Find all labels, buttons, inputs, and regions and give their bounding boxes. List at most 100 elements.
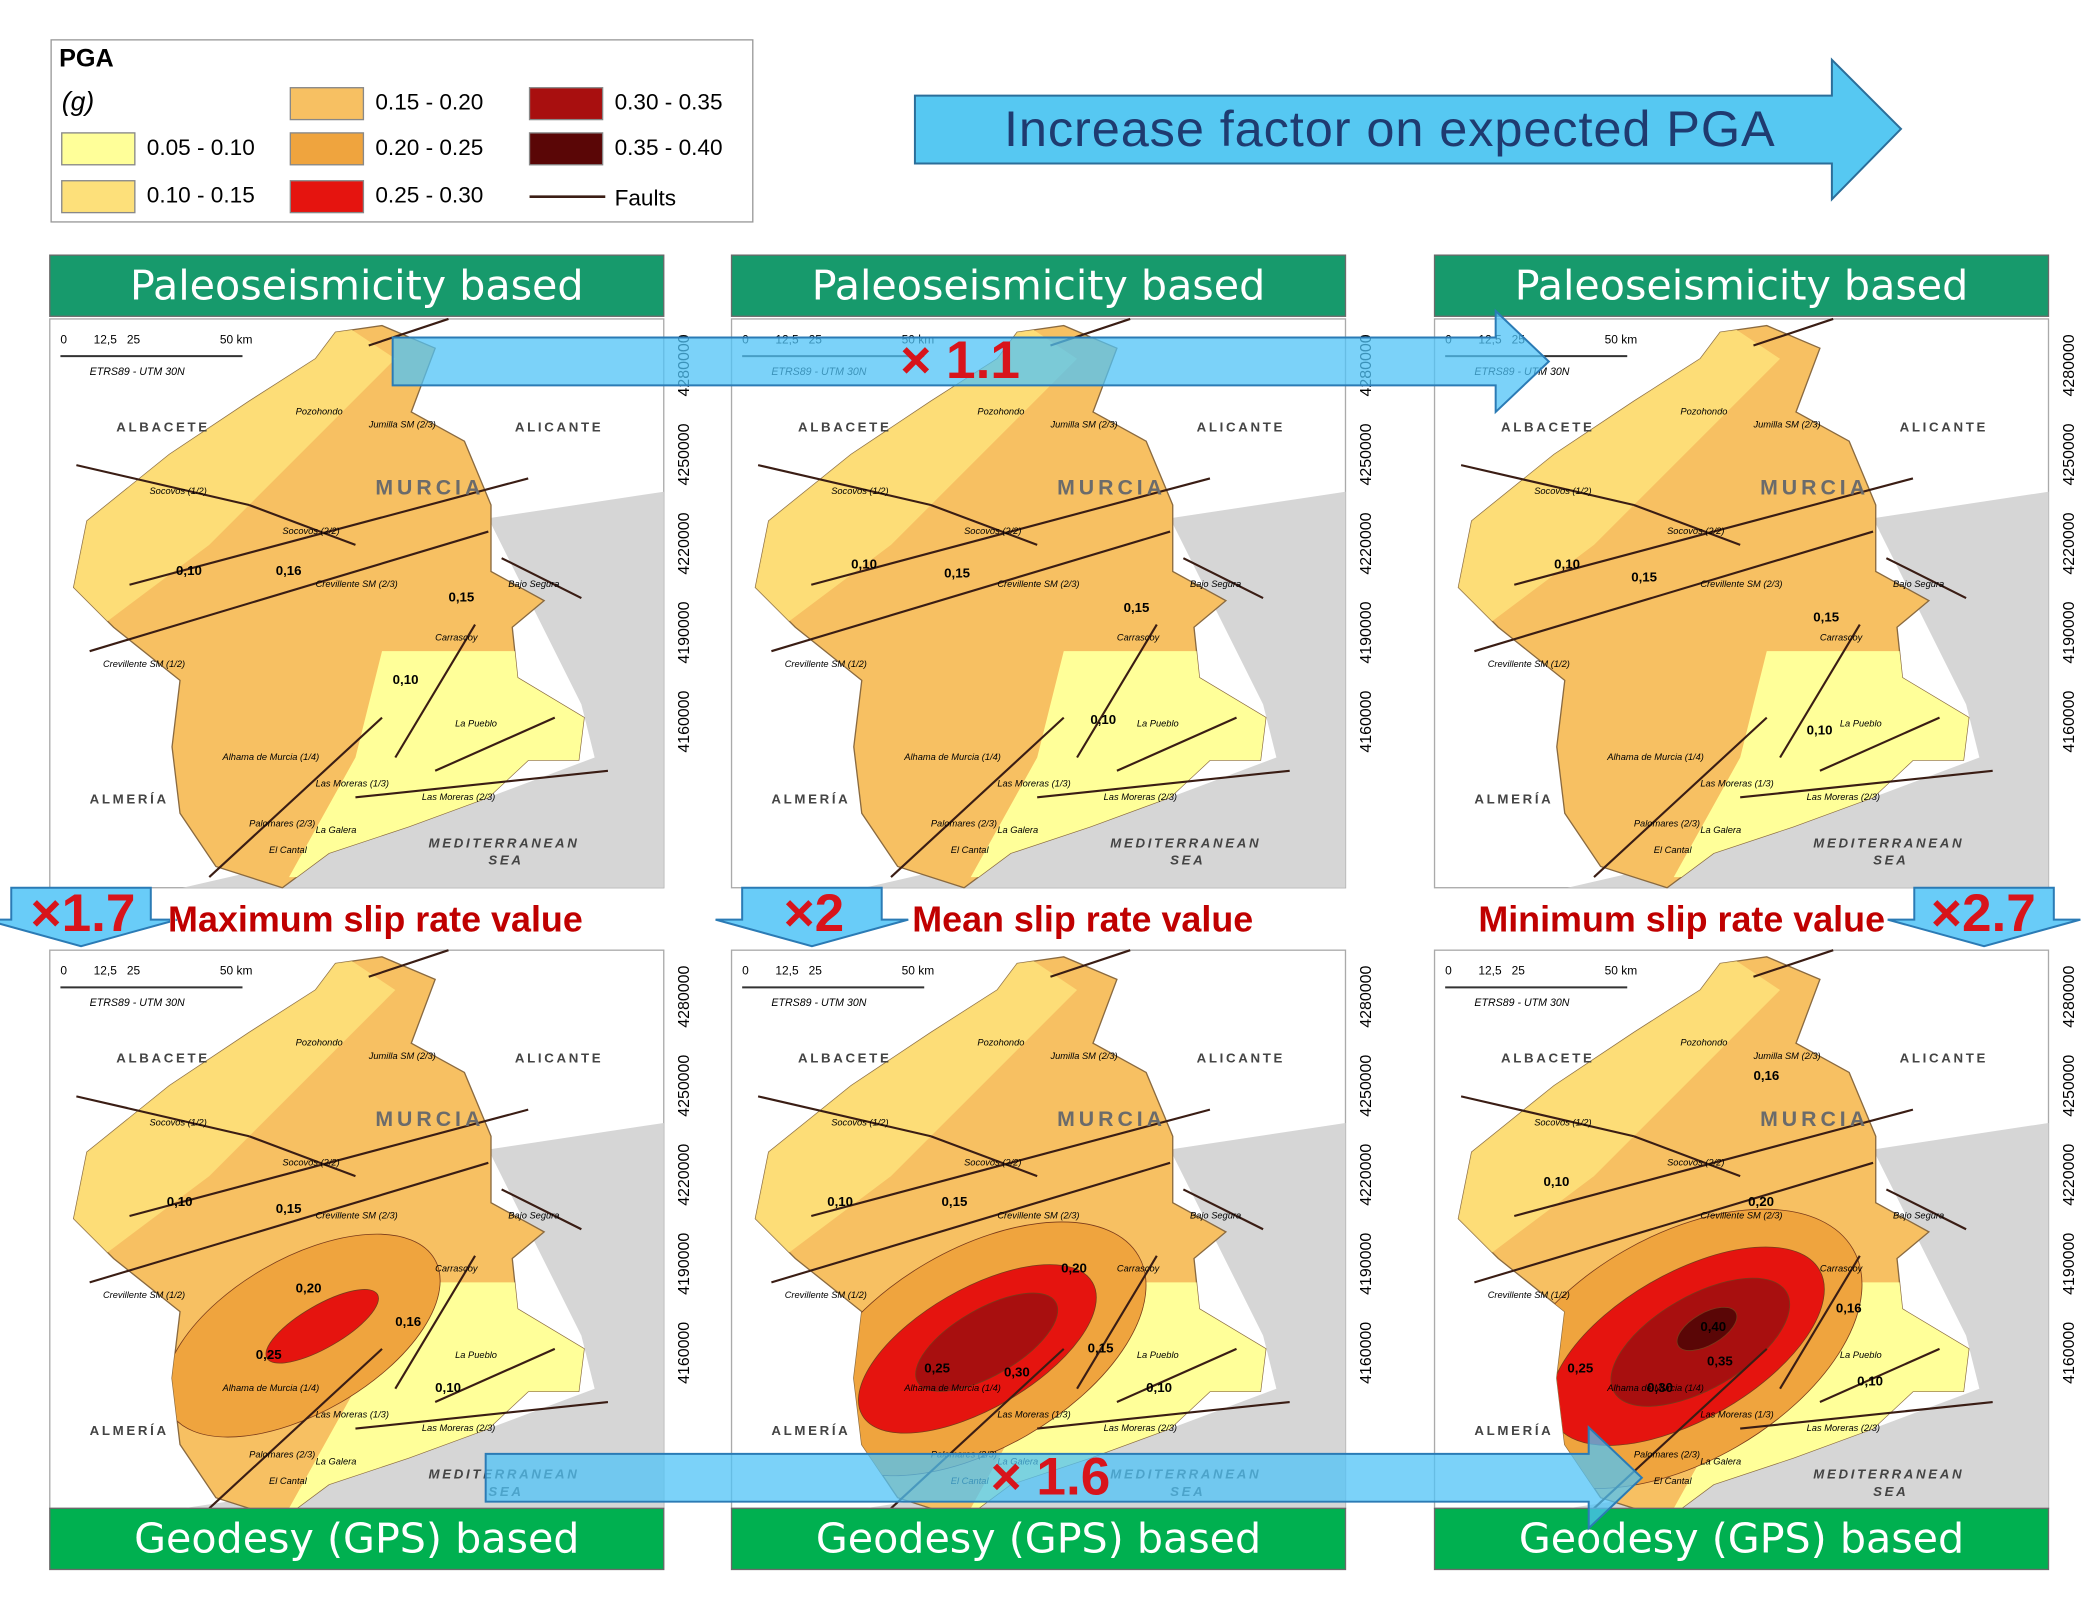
contour-label: 0,10 <box>1090 712 1116 727</box>
northing-label: 4160000 <box>1358 1322 1375 1384</box>
fault-label: Bajo Segura <box>1893 579 1944 589</box>
northing-label: 4220000 <box>1358 1144 1375 1206</box>
fault-label: Socovos (1/2) <box>1534 1117 1591 1127</box>
fault-label: Bajo Segura <box>508 579 559 589</box>
fault-label: Socovos (2/2) <box>1667 1157 1724 1167</box>
scale-label: 50 km <box>902 964 935 978</box>
region-label: ALMERÍA <box>771 1423 850 1438</box>
region-label: SEA <box>1170 853 1205 868</box>
contour-label: 0,10 <box>851 556 877 571</box>
northing-label: 4280000 <box>676 966 693 1028</box>
datum-label: ETRS89 - UTM 30N <box>90 997 185 1009</box>
fault-label: Crevillente SM (2/3) <box>997 579 1079 589</box>
fault-label: Crevillente SM (1/2) <box>1488 659 1570 669</box>
northing-label: 4250000 <box>1358 423 1375 485</box>
panel-header-label: Paleoseismicity based <box>812 261 1266 309</box>
northing-label: 4280000 <box>2061 334 2078 396</box>
fault-label: El Cantal <box>269 1476 308 1486</box>
panel-header-label: Paleoseismicity based <box>130 261 584 309</box>
region-label: ALICANTE <box>515 1051 603 1066</box>
fault-label: El Cantal <box>951 845 990 855</box>
fault-label: Crevillente SM (1/2) <box>103 1290 185 1300</box>
region-label: ALBACETE <box>116 419 210 434</box>
northing-label: 4190000 <box>676 601 693 663</box>
fault-label: Crevillente SM (2/3) <box>997 1210 1079 1220</box>
scale-label: 50 km <box>220 964 253 978</box>
fault-label: Alhama de Murcia (1/4) <box>903 752 1001 762</box>
fault-label: Carrascoy <box>1117 632 1161 642</box>
contour-label: 0,30 <box>1647 1380 1673 1395</box>
region-label: ALBACETE <box>116 1051 210 1066</box>
legend-swatch <box>62 133 135 165</box>
region-label: MURCIA <box>375 1107 484 1131</box>
fault-label: Carrascoy <box>435 1264 479 1274</box>
datum-label: ETRS89 - UTM 30N <box>771 997 866 1009</box>
scale-label: 12,5 <box>775 964 799 978</box>
fault-label: Las Moreras (1/3) <box>316 1410 389 1420</box>
contour-label: 0,10 <box>1146 1380 1172 1395</box>
scale-label: 50 km <box>1605 332 1638 346</box>
slip-rate-label: Mean slip rate value <box>912 900 1253 940</box>
fault-label: Crevillente SM (2/3) <box>316 579 398 589</box>
region-label: ALICANTE <box>1197 419 1285 434</box>
fault-label: Crevillente SM (1/2) <box>785 1290 867 1300</box>
slip-rate-label: Maximum slip rate value <box>168 900 583 940</box>
region-label: ALBACETE <box>798 1051 892 1066</box>
page: {"legend":{"title":"PGA","unit":"(g)","i… <box>0 0 2085 1608</box>
legend: PGA(g)0.05 - 0.100.10 - 0.150.15 - 0.200… <box>51 40 753 222</box>
scale-label: 0 <box>60 332 67 346</box>
contour-label: 0,15 <box>1124 600 1150 615</box>
scale-label: 50 km <box>1605 964 1638 978</box>
fault-label: Carrascoy <box>1117 1264 1161 1274</box>
northing-label: 4160000 <box>2061 1322 2078 1384</box>
northing-label: 4280000 <box>2061 966 2078 1028</box>
contour-label: 0,15 <box>276 1201 302 1216</box>
factor-label: ×2.7 <box>1931 884 2036 943</box>
region-label: MEDITERRANEAN <box>1110 835 1261 850</box>
factor-label: × 1.6 <box>991 1447 1111 1506</box>
legend-swatch <box>290 88 363 120</box>
datum-label: ETRS89 - UTM 30N <box>1474 997 1569 1009</box>
fault-label: Las Moreras (2/3) <box>1807 792 1880 802</box>
northing-label: 4220000 <box>2061 512 2078 574</box>
northing-label: 4160000 <box>676 690 693 752</box>
factor-label: × 1.1 <box>900 331 1020 390</box>
slip-rate-label: Minimum slip rate value <box>1478 900 1885 940</box>
body: PGA(g)0.05 - 0.100.10 - 0.150.15 - 0.200… <box>0 0 2085 1608</box>
legend-label: 0.15 - 0.20 <box>375 90 483 115</box>
contour-label: 0,25 <box>1567 1360 1593 1375</box>
fault-label: Socovos (2/2) <box>282 526 339 536</box>
fault-label: Jumilla SM (2/3) <box>368 420 436 430</box>
northing-label: 4250000 <box>2061 423 2078 485</box>
contour-label: 0,15 <box>942 1194 968 1209</box>
fault-label: El Cantal <box>269 845 308 855</box>
fault-label: La Pueblo <box>455 719 497 729</box>
fault-label: Pozohondo <box>1680 1038 1727 1048</box>
fault-label: La Pueblo <box>1137 719 1179 729</box>
fault-label: La Galera <box>316 1456 357 1466</box>
contour-label: 0,16 <box>1836 1301 1862 1316</box>
northing-label: 4220000 <box>1358 512 1375 574</box>
contour-label: 0,15 <box>944 566 970 581</box>
fault-label: Palomares (2/3) <box>249 818 315 828</box>
fault-label: La Pueblo <box>1840 719 1882 729</box>
northing-label: 4250000 <box>676 423 693 485</box>
region-label: MURCIA <box>1760 1107 1869 1131</box>
region-label: MEDITERRANEAN <box>1813 835 1964 850</box>
contour-label: 0,20 <box>1748 1194 1774 1209</box>
legend-swatch <box>530 88 603 120</box>
northing-label: 4190000 <box>2061 601 2078 663</box>
factor-label: ×2 <box>784 884 845 943</box>
northing-label: 4190000 <box>676 1233 693 1295</box>
scale-label: 0 <box>742 964 749 978</box>
datum-label: ETRS89 - UTM 30N <box>90 366 185 378</box>
fault-label: Pozohondo <box>977 1038 1024 1048</box>
fault-label: Palomares (2/3) <box>249 1450 315 1460</box>
region-label: ALICANTE <box>515 419 603 434</box>
northing-label: 4160000 <box>676 1322 693 1384</box>
fault-label: Pozohondo <box>1680 406 1727 416</box>
fault-label: Socovos (1/2) <box>149 1117 206 1127</box>
contour-label: 0,16 <box>395 1314 421 1329</box>
contour-label: 0,16 <box>276 563 302 578</box>
region-label: ALMERÍA <box>1474 792 1553 807</box>
